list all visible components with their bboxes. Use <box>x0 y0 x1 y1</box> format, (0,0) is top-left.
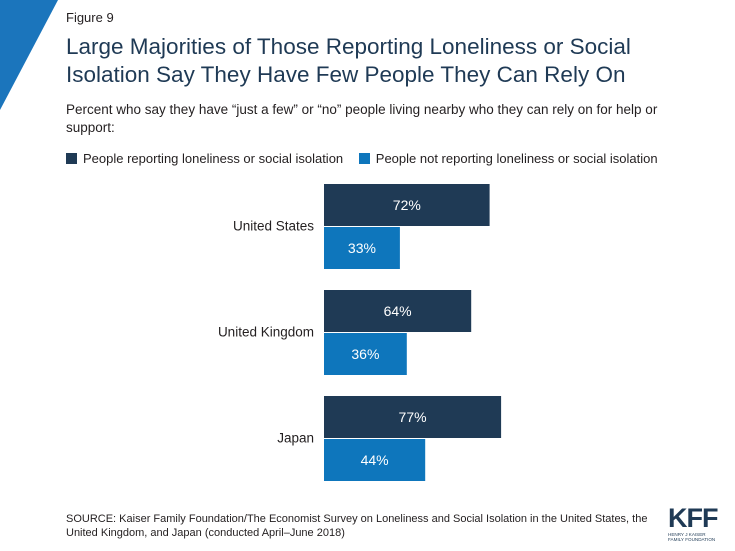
kff-logo: KFF HENRY J KAISER FAMILY FOUNDATION <box>668 505 728 545</box>
bar-japan-lonely <box>324 396 502 438</box>
source-note: SOURCE: Kaiser Family Foundation/The Eco… <box>66 513 648 539</box>
data-label-united-states-lonely: 72% <box>393 197 421 213</box>
legend-swatch-not-lonely <box>358 153 370 164</box>
data-label-united-kingdom-not-lonely: 36% <box>351 346 379 362</box>
chart-legend: People reporting loneliness or social is… <box>66 151 670 169</box>
logo-mark: KFF <box>668 503 718 533</box>
bar-japan-not-lonely <box>324 439 426 481</box>
legend-swatch-lonely <box>66 153 77 164</box>
chart-subtitle: Percent who say they have “just a few” o… <box>66 102 658 135</box>
bar-united-states-not-lonely <box>324 227 400 269</box>
data-label-japan-not-lonely: 44% <box>361 452 389 468</box>
legend-label-not-lonely: People not reporting loneliness or socia… <box>375 151 658 166</box>
bar-united-kingdom-not-lonely <box>324 333 407 375</box>
logo-subtitle: HENRY J KAISER FAMILY FOUNDATION <box>668 532 728 542</box>
category-label-united-states: United States <box>233 219 314 234</box>
category-label-japan: Japan <box>277 431 314 446</box>
logo-subtitle-line2: FAMILY FOUNDATION <box>668 537 716 542</box>
data-label-united-kingdom-lonely: 64% <box>384 303 412 319</box>
category-label-united-kingdom: United Kingdom <box>218 325 314 340</box>
bar-united-kingdom-lonely <box>324 290 472 332</box>
legend-label-lonely: People reporting loneliness or social is… <box>83 151 344 166</box>
data-label-japan-lonely: 77% <box>399 409 427 425</box>
legend-item-lonely: People reporting loneliness or social is… <box>66 151 343 166</box>
legend-item-not-lonely: People not reporting loneliness or socia… <box>358 151 658 166</box>
bar-united-states-lonely <box>324 184 490 226</box>
figure-label: Figure 9 <box>66 10 114 25</box>
corner-accent-shape <box>0 0 58 110</box>
data-label-united-states-not-lonely: 33% <box>348 240 376 256</box>
logo-subtitle-line1: HENRY J KAISER <box>668 532 706 537</box>
chart-title: Large Majorities of Those Reporting Lone… <box>66 34 631 87</box>
